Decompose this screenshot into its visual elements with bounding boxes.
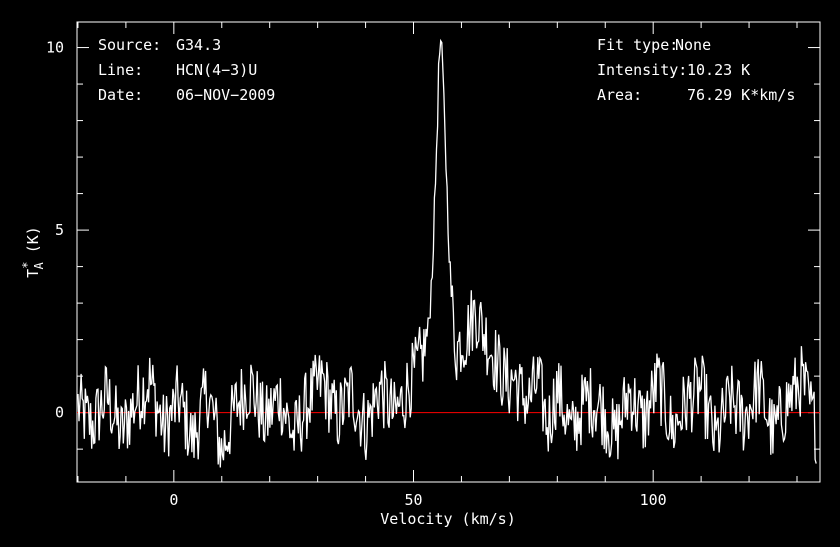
x-tick-label: 100	[640, 491, 667, 509]
info-line-value: HCN(4−3)U	[176, 61, 257, 79]
y-axis-label: T*A (K)	[20, 226, 46, 278]
info-source-value: G34.3	[176, 36, 221, 54]
info-fit-type-key: Fit type:	[597, 36, 678, 54]
x-axis-label: Velocity (km/s)	[380, 510, 515, 528]
info-fit-type-value: None	[675, 36, 711, 54]
info-date-key: Date:	[98, 86, 143, 104]
y-tick-label: 5	[55, 221, 64, 239]
y-axis-label-unit: (K)	[24, 226, 42, 262]
info-area-value: 76.29 K*km/s	[687, 86, 795, 104]
info-line-key: Line:	[98, 61, 143, 79]
info-intensity-key: Intensity:	[597, 61, 687, 79]
info-right: Fit type: None Intensity: 10.23 K Area: …	[597, 36, 795, 104]
plot-frame	[76, 21, 821, 483]
info-date-value: 06−NOV−2009	[176, 86, 275, 104]
y-axis-label-sup: *	[20, 262, 34, 269]
info-source-key: Source:	[98, 36, 161, 54]
spectrum-series-line	[77, 38, 817, 468]
y-axis-label-sub: A	[32, 262, 46, 270]
y-tick-label: 0	[55, 404, 64, 422]
info-left: Source: G34.3 Line: HCN(4−3)U Date: 06−N…	[98, 36, 275, 104]
x-tick-label: 50	[404, 491, 422, 509]
x-tick-label: 0	[169, 491, 178, 509]
y-tick-label: 10	[46, 39, 64, 57]
y-axis-label-main: T	[24, 269, 42, 278]
info-intensity-value: 10.23 K	[687, 61, 750, 79]
info-area-key: Area:	[597, 86, 642, 104]
